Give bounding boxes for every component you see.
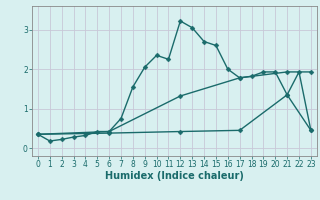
X-axis label: Humidex (Indice chaleur): Humidex (Indice chaleur): [105, 171, 244, 181]
